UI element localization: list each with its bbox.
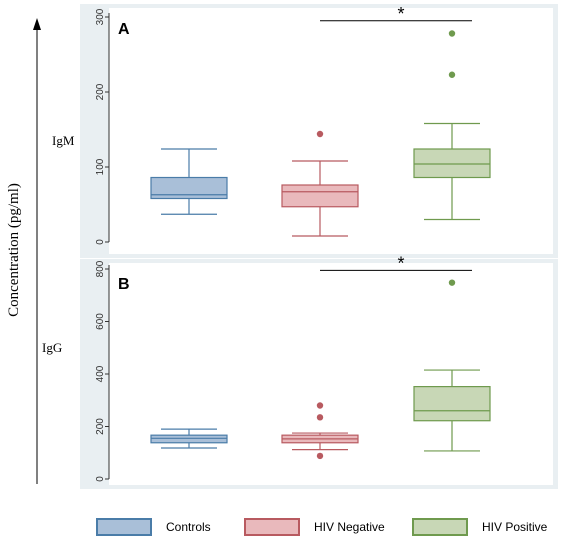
- panel-letter-b: B: [118, 276, 130, 293]
- box-hiv-positive: [413, 148, 491, 179]
- outlier-point-hiv-negative: [316, 130, 324, 138]
- y-tick-label: 600: [95, 313, 106, 330]
- y-arrow-head: [33, 18, 41, 30]
- legend-label-controls: Controls: [166, 520, 211, 534]
- y-tick-label: 0: [95, 476, 106, 482]
- y-tick-label: 800: [95, 260, 106, 277]
- outlier-point-hiv-positive: [448, 279, 456, 286]
- outlier-point-hiv-positive: [448, 71, 456, 78]
- box-hiv-positive: [413, 386, 491, 422]
- legend-swatch-hiv-negative: [244, 518, 300, 536]
- legend-swatch-hiv-positive: [412, 518, 468, 536]
- legend-label-hiv-positive: HIV Positive: [482, 520, 548, 534]
- outlier-point-hiv-negative: [316, 414, 324, 421]
- y-tick-label: 200: [95, 418, 106, 435]
- y-axis-title: Concentration (pg/ml): [6, 183, 22, 317]
- significance-star: *: [397, 4, 404, 24]
- legend-item-hiv-positive: HIV Positive: [412, 518, 547, 536]
- row-label-igm: IgM: [52, 133, 75, 148]
- significance-star: *: [397, 253, 404, 273]
- panel-letter-a: A: [118, 21, 130, 38]
- outlier-point-hiv-positive: [448, 30, 456, 37]
- y-tick-label: 400: [95, 365, 106, 382]
- box-hiv-negative: [281, 184, 359, 208]
- panel-a-plot-area: [109, 8, 553, 254]
- row-label-igg: IgG: [42, 340, 62, 355]
- legend-swatch-controls: [96, 518, 152, 536]
- y-tick-label: 100: [95, 158, 106, 175]
- y-tick-label: 300: [95, 8, 106, 25]
- box-controls: [150, 434, 228, 444]
- outlier-point-hiv-negative: [316, 452, 324, 460]
- y-tick-label: 0: [95, 239, 106, 245]
- legend: Controls HIV Negative HIV Positive: [0, 510, 561, 540]
- legend-item-hiv-negative: HIV Negative: [244, 518, 385, 536]
- legend-label-hiv-negative: HIV Negative: [314, 520, 385, 534]
- panel-a-marks: 0 100 200 300 *: [95, 4, 491, 245]
- box-controls: [150, 176, 228, 200]
- panel-b-marks: 0 200 400 600 800 *: [95, 253, 491, 482]
- legend-item-controls: Controls: [96, 518, 211, 536]
- panel-b-plot-area: [109, 263, 553, 485]
- y-tick-label: 200: [95, 83, 106, 100]
- outlier-point-hiv-negative: [316, 402, 324, 409]
